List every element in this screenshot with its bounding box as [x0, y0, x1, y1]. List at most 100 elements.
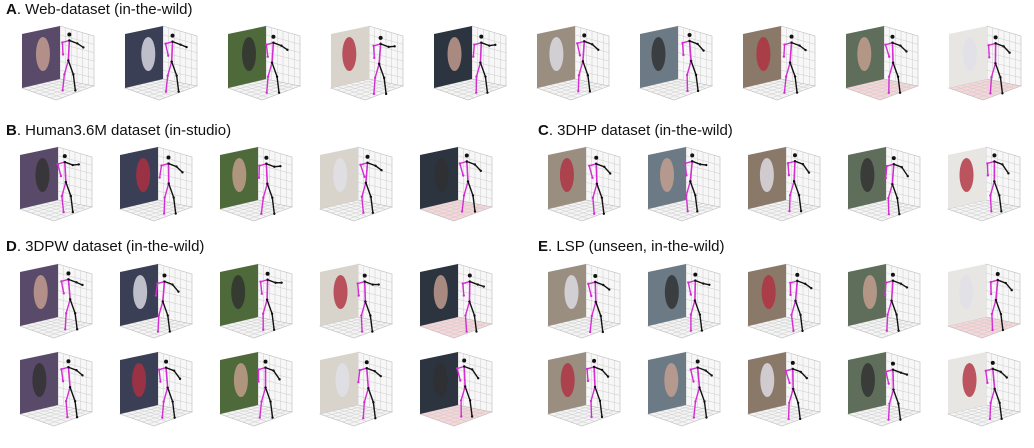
joint: [60, 194, 64, 198]
joint: [587, 282, 590, 286]
head: [166, 155, 171, 160]
joint: [262, 196, 265, 199]
joint: [379, 374, 382, 378]
joint: [896, 75, 900, 78]
joint: [700, 329, 704, 332]
grid-line: [780, 69, 816, 78]
joint: [685, 73, 689, 77]
joint: [885, 329, 889, 332]
joint: [807, 171, 811, 174]
joint: [273, 165, 276, 168]
joint: [475, 75, 478, 78]
pose-thumbnail: [638, 25, 714, 101]
joint: [602, 212, 606, 215]
joint: [465, 160, 469, 163]
grid-line: [876, 205, 915, 220]
pose-thumbnail: [118, 146, 194, 222]
joint: [899, 371, 903, 374]
joint: [694, 194, 697, 197]
joint: [595, 182, 599, 185]
panel-title: . LSP (unseen, in-the-wild): [548, 238, 724, 255]
joint: [689, 180, 692, 183]
joint: [783, 43, 786, 46]
joint: [1000, 417, 1003, 421]
grid-line: [676, 205, 715, 220]
head: [467, 273, 472, 278]
pose-thumbnail: [318, 263, 394, 339]
person: [860, 158, 875, 192]
spine: [365, 368, 370, 389]
joint: [181, 171, 184, 174]
grid-line: [348, 322, 387, 337]
grid-line: [585, 190, 621, 199]
pose-thumbnail: [646, 146, 722, 222]
joint: [63, 73, 66, 76]
joint: [270, 312, 274, 315]
joint: [905, 50, 908, 53]
joint: [991, 328, 994, 332]
joint: [177, 290, 180, 293]
pose-thumbnail: [844, 25, 920, 101]
spine: [365, 162, 369, 183]
joint: [158, 176, 161, 179]
joint: [266, 182, 269, 185]
joint: [163, 196, 166, 199]
pose-thumbnail: [218, 351, 294, 427]
joint: [608, 288, 611, 291]
joint: [1005, 376, 1008, 379]
joint: [702, 282, 705, 285]
joint: [999, 312, 1003, 316]
grid-line: [153, 84, 192, 99]
head: [993, 35, 998, 40]
joint: [899, 282, 903, 285]
joint: [883, 293, 887, 296]
joint: [470, 368, 474, 371]
joint: [577, 90, 580, 93]
grid-line: [776, 205, 815, 220]
pose-thumbnail: [418, 263, 494, 339]
joint: [64, 328, 67, 331]
joint: [694, 400, 697, 403]
joint: [488, 44, 491, 47]
joint: [279, 164, 282, 168]
joint: [476, 283, 480, 286]
head: [995, 272, 1000, 277]
joint: [160, 164, 163, 167]
spine: [891, 164, 895, 185]
grid-line: [885, 307, 921, 316]
joint: [161, 300, 164, 303]
joint: [265, 162, 268, 165]
joint: [696, 210, 699, 213]
joint: [696, 366, 699, 369]
grid-line: [462, 84, 501, 99]
grid-line: [448, 322, 487, 337]
joint: [586, 74, 590, 77]
joint: [67, 59, 70, 62]
joint: [61, 53, 65, 56]
person: [756, 37, 771, 71]
person: [434, 158, 449, 192]
person: [959, 275, 974, 309]
grid-line: [883, 69, 919, 78]
joint: [994, 42, 997, 45]
joint: [156, 330, 160, 333]
joint: [887, 418, 890, 421]
pose-thumbnail: [946, 146, 1022, 222]
head: [265, 271, 270, 276]
joint: [696, 89, 700, 93]
person: [447, 37, 462, 71]
person: [335, 363, 350, 397]
joint: [73, 400, 77, 403]
joint: [262, 328, 265, 331]
grid-line: [256, 84, 295, 99]
spine: [594, 281, 597, 302]
joint: [257, 176, 261, 179]
joint: [986, 174, 990, 177]
joint: [462, 365, 466, 368]
joint: [480, 41, 483, 44]
joint: [159, 380, 162, 383]
head: [891, 156, 896, 161]
joint: [686, 210, 689, 213]
joint: [258, 164, 261, 167]
joint: [705, 416, 708, 419]
